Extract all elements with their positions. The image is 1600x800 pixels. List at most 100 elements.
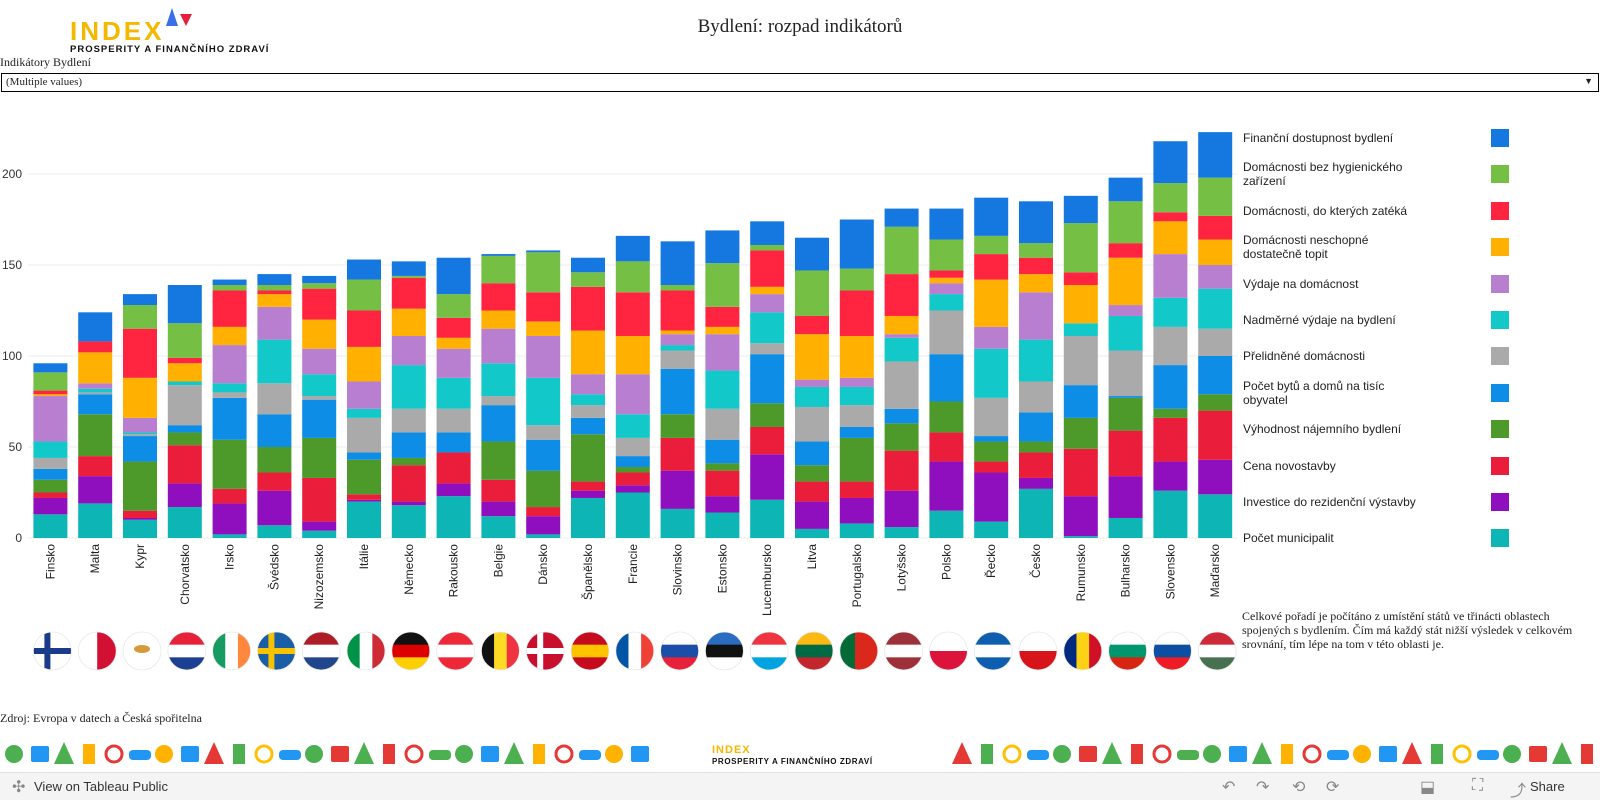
bar-segment[interactable] xyxy=(212,290,247,327)
bar-segment[interactable] xyxy=(78,456,113,477)
legend-item[interactable]: Cena novostavby xyxy=(1243,450,1513,482)
bar-segment[interactable] xyxy=(1063,195,1098,224)
bar-segment[interactable] xyxy=(481,328,516,364)
bar-segment[interactable] xyxy=(1063,536,1098,538)
bar-segment[interactable] xyxy=(660,290,695,331)
bar-segment[interactable] xyxy=(481,441,516,480)
bar-segment[interactable] xyxy=(571,490,605,498)
bar-segment[interactable] xyxy=(391,335,426,366)
bar-segment[interactable] xyxy=(1153,408,1188,418)
bar-segment[interactable] xyxy=(839,437,874,482)
bar-segment[interactable] xyxy=(167,381,202,386)
bar-segment[interactable] xyxy=(33,441,68,458)
redo-icon[interactable]: ↷ xyxy=(1256,779,1270,796)
bar-segment[interactable] xyxy=(1063,223,1098,273)
bar-segment[interactable] xyxy=(212,488,247,504)
bar-segment[interactable] xyxy=(974,279,1009,327)
bar-segment[interactable] xyxy=(1108,517,1143,538)
bar-segment[interactable] xyxy=(347,494,381,500)
share-icon[interactable]: ⤴ xyxy=(1510,783,1527,800)
bar-segment[interactable] xyxy=(257,525,292,538)
bar-segment[interactable] xyxy=(571,394,605,406)
bar-segment[interactable] xyxy=(929,510,964,538)
bar-segment[interactable] xyxy=(347,310,381,347)
bar-segment[interactable] xyxy=(33,514,68,538)
bar-segment[interactable] xyxy=(257,294,292,307)
bar-segment[interactable] xyxy=(750,312,785,344)
bar-segment[interactable] xyxy=(929,401,964,433)
bar-segment[interactable] xyxy=(391,408,426,433)
bar-segment[interactable] xyxy=(167,285,202,324)
bar-segment[interactable] xyxy=(33,457,68,469)
bar-segment[interactable] xyxy=(839,377,874,387)
bar-segment[interactable] xyxy=(1153,461,1188,491)
bar-segment[interactable] xyxy=(436,317,471,338)
bar-segment[interactable] xyxy=(257,490,292,526)
legend-item[interactable]: Domácnosti bez hygienického zařízení xyxy=(1243,158,1513,190)
bar-segment[interactable] xyxy=(795,315,829,335)
bar-segment[interactable] xyxy=(526,470,561,508)
bar-segment[interactable] xyxy=(884,408,919,424)
bar-segment[interactable] xyxy=(436,452,471,484)
bar-segment[interactable] xyxy=(481,363,516,397)
bar-segment[interactable] xyxy=(974,441,1009,462)
bar-segment[interactable] xyxy=(1019,292,1053,340)
bar-segment[interactable] xyxy=(78,312,113,342)
share-button[interactable]: Share xyxy=(1530,779,1565,794)
bar-segment[interactable] xyxy=(615,485,650,493)
bar-segment[interactable] xyxy=(212,534,247,538)
bar-segment[interactable] xyxy=(974,197,1009,236)
bar-segment[interactable] xyxy=(526,425,561,440)
bar-segment[interactable] xyxy=(1063,417,1098,449)
bar-segment[interactable] xyxy=(212,383,247,393)
bar-segment[interactable] xyxy=(750,286,785,295)
bar-segment[interactable] xyxy=(750,426,785,455)
bar-segment[interactable] xyxy=(1019,274,1053,293)
bar-segment[interactable] xyxy=(78,352,113,384)
bar-segment[interactable] xyxy=(1108,315,1143,351)
legend-item[interactable]: Přelidněné domácnosti xyxy=(1243,340,1513,372)
bar-segment[interactable] xyxy=(1153,326,1188,366)
bar-segment[interactable] xyxy=(33,492,68,498)
bar-segment[interactable] xyxy=(974,521,1009,538)
bar-segment[interactable] xyxy=(884,274,919,316)
bar-segment[interactable] xyxy=(347,459,381,495)
bar-segment[interactable] xyxy=(660,334,695,346)
bar-segment[interactable] xyxy=(436,348,471,378)
bar-segment[interactable] xyxy=(884,361,919,409)
bar-segment[interactable] xyxy=(615,261,650,293)
bar-segment[interactable] xyxy=(795,237,829,271)
bar-segment[interactable] xyxy=(705,463,740,471)
bar-segment[interactable] xyxy=(1198,177,1233,216)
bar-segment[interactable] xyxy=(705,496,740,513)
bar-segment[interactable] xyxy=(1198,356,1233,395)
bar-segment[interactable] xyxy=(33,468,68,480)
bar-segment[interactable] xyxy=(795,441,829,466)
bar-segment[interactable] xyxy=(123,294,157,306)
bar-segment[interactable] xyxy=(526,516,561,535)
bar-segment[interactable] xyxy=(1063,285,1098,324)
bar-segment[interactable] xyxy=(167,445,202,484)
bar-segment[interactable] xyxy=(974,472,1009,522)
bar-segment[interactable] xyxy=(795,270,829,316)
bar-segment[interactable] xyxy=(884,315,919,335)
bar-segment[interactable] xyxy=(481,310,516,329)
bar-segment[interactable] xyxy=(526,439,561,471)
bar-segment[interactable] xyxy=(660,508,695,538)
bar-segment[interactable] xyxy=(481,254,516,256)
bar-segment[interactable] xyxy=(750,354,785,404)
bar-segment[interactable] xyxy=(78,392,113,395)
bar-segment[interactable] xyxy=(302,319,337,349)
bar-segment[interactable] xyxy=(123,517,157,520)
bar-segment[interactable] xyxy=(884,226,919,275)
download-icon[interactable]: ⬓ xyxy=(1420,779,1436,796)
bar-segment[interactable] xyxy=(302,477,337,522)
bar-segment[interactable] xyxy=(884,334,919,338)
bar-segment[interactable] xyxy=(1198,494,1233,538)
bar-segment[interactable] xyxy=(705,334,740,371)
bar-segment[interactable] xyxy=(1153,221,1188,255)
bar-segment[interactable] xyxy=(257,472,292,491)
bar-segment[interactable] xyxy=(571,434,605,482)
bar-segment[interactable] xyxy=(929,239,964,271)
bar-segment[interactable] xyxy=(839,386,874,406)
